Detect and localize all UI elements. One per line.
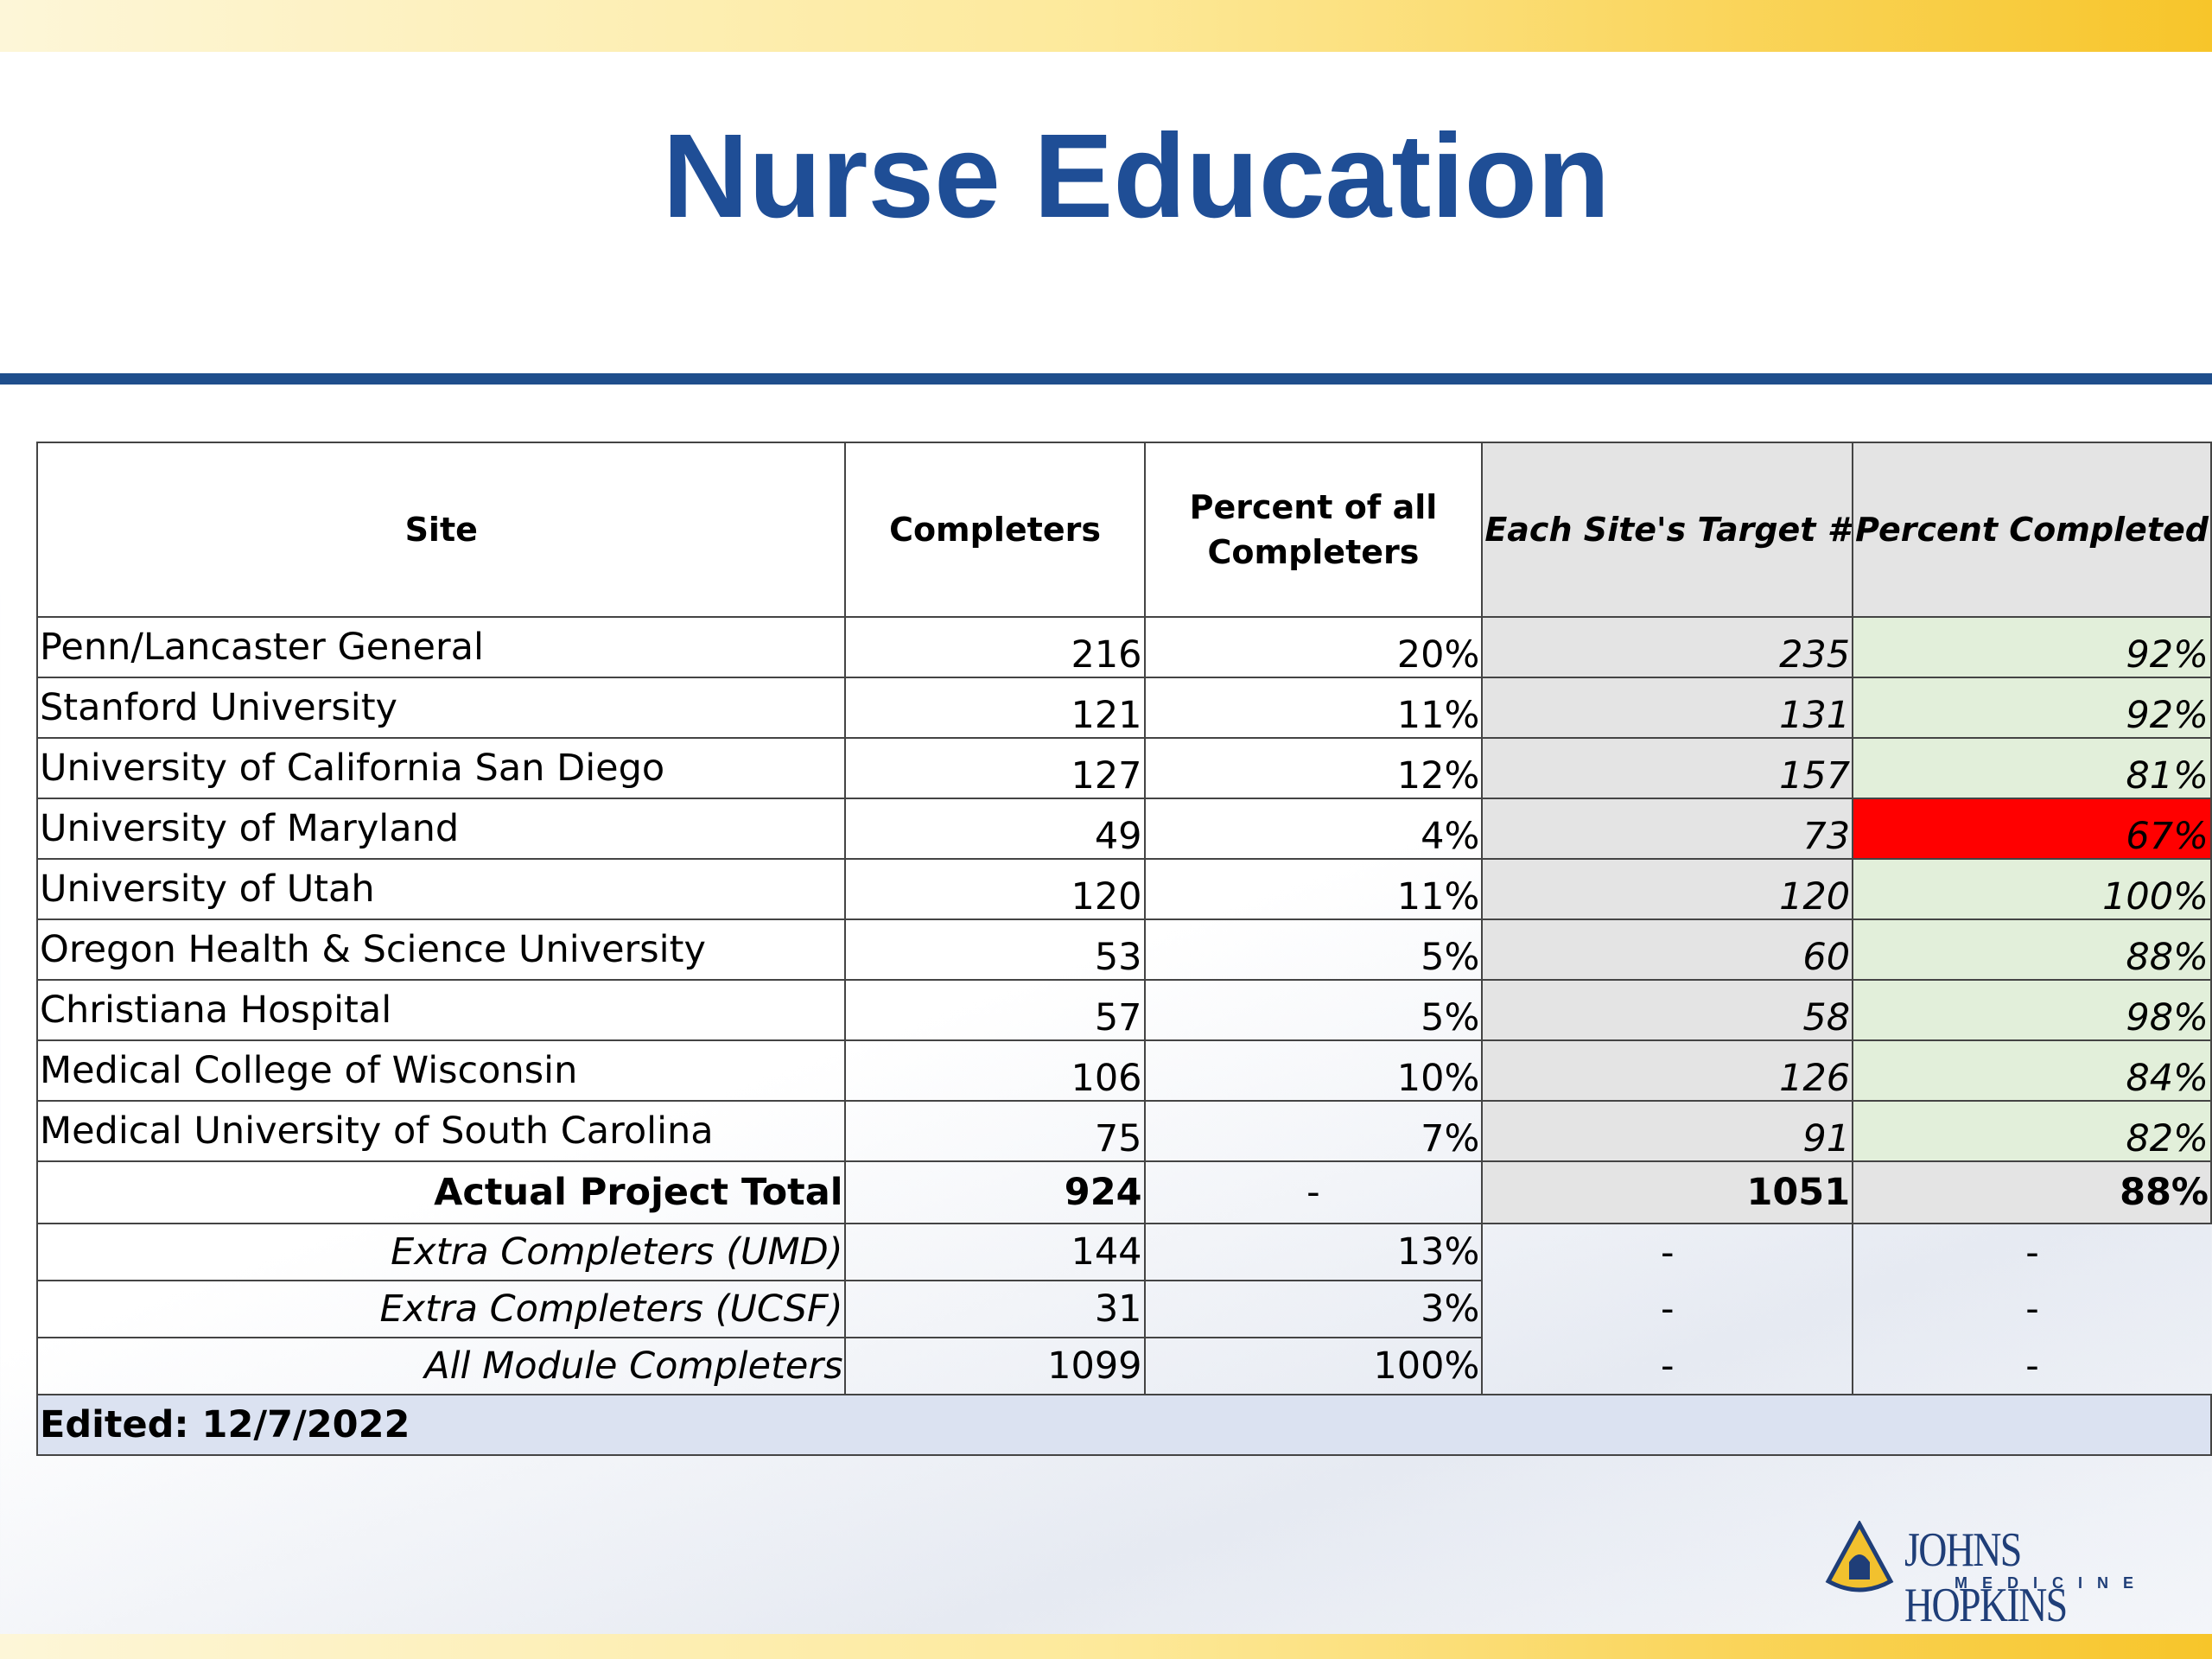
table-cell: 924	[844, 1160, 1146, 1224]
bottom-band	[0, 1634, 2212, 1659]
table-cell: 88%	[1852, 918, 2212, 981]
table-cell: 92%	[1852, 616, 2212, 678]
table-cell: University of California San Diego	[35, 737, 847, 799]
table-cell: 49	[844, 798, 1146, 860]
data-row: University of Utah 120 11% 120 100%	[35, 858, 2212, 920]
table-cell: 91	[1481, 1100, 1854, 1162]
table-cell: Percent of all Completers	[1143, 442, 1484, 618]
data-row: Medical University of South Carolina 75 7%…	[35, 1100, 2212, 1162]
table-cell: 10%	[1143, 1039, 1484, 1102]
table-cell: 88%	[1852, 1160, 2212, 1224]
table-cell: 3%	[1143, 1280, 1484, 1338]
footer-row: Edited: 12/7/2022	[36, 1394, 2212, 1456]
table-cell: 12%	[1143, 737, 1484, 799]
table-cell: Medical College of Wisconsin	[35, 1039, 847, 1102]
table-cell: Christiana Hospital	[35, 979, 847, 1041]
table-cell: 11%	[1143, 677, 1484, 739]
table-cell: Completers	[844, 442, 1146, 618]
table-cell: 31	[844, 1280, 1146, 1338]
data-row: Christiana Hospital 57 5% 58 98%	[35, 979, 2212, 1041]
table-cell: 157	[1481, 737, 1854, 799]
total-row: Actual Project Total 924-1051 88%	[35, 1160, 2212, 1224]
table-cell: 1051	[1481, 1160, 1854, 1224]
table-cell: 144	[844, 1223, 1146, 1281]
table-cell: -	[1852, 1281, 2211, 1338]
table-cell: Extra Completers (UCSF)	[35, 1280, 847, 1338]
table-cell: 13%	[1143, 1223, 1484, 1281]
table-cell: 53	[844, 918, 1146, 981]
data-row: Stanford University 121 11% 131 92%	[35, 677, 2212, 739]
table-cell: 131	[1481, 677, 1854, 739]
table-cell: -	[1143, 1160, 1484, 1224]
data-table: Site Completers Percent of all Completers E…	[35, 442, 2212, 1456]
data-row: University of Maryland 49 4% 73 67%	[35, 798, 2212, 860]
table-cell: 84%	[1852, 1039, 2212, 1102]
table-cell: 5%	[1143, 918, 1484, 981]
table-body: Site Completers Percent of all Completers E…	[35, 442, 2212, 1456]
table-cell: 67%	[1852, 798, 2212, 860]
extra-row: All Module Completers 1099 100% - -	[35, 1337, 2211, 1395]
table-cell: Each Site's Target #	[1481, 442, 1854, 618]
footer-cell: Edited: 12/7/2022	[36, 1394, 2212, 1456]
data-row: University of California San Diego 127 12%…	[35, 737, 2212, 799]
table-cell: -	[1852, 1224, 2211, 1281]
table-cell: 57	[844, 979, 1146, 1041]
shield-dome	[1849, 1554, 1870, 1580]
table-cell: All Module Completers	[35, 1337, 847, 1395]
table-cell: Oregon Health & Science University	[35, 918, 847, 981]
table-cell: 121	[844, 677, 1146, 739]
table-cell: 100%	[1143, 1337, 1484, 1395]
table-cell: 120	[844, 858, 1146, 920]
table-cell: 106	[844, 1039, 1146, 1102]
table-cell: 58	[1481, 979, 1854, 1041]
table-cell: -	[1852, 1338, 2211, 1395]
table-cell: Extra Completers (UMD)	[35, 1223, 847, 1281]
data-row: Oregon Health & Science University 53 5% 60…	[35, 918, 2212, 981]
table-cell: -	[1481, 1281, 1854, 1338]
table-cell: 73	[1481, 798, 1854, 860]
table-cell: 60	[1481, 918, 1854, 981]
extra-row: Extra Completers (UCSF) 31 3% - -	[35, 1280, 2211, 1338]
table-cell: University of Utah	[35, 858, 847, 920]
table-cell: 126	[1481, 1039, 1854, 1102]
logo-shield	[1825, 1521, 1894, 1592]
table-cell: Stanford University	[35, 677, 847, 739]
table-cell: 81%	[1852, 737, 2212, 799]
logo-name: JOHNS HOPKINS	[1904, 1523, 2068, 1632]
table-cell: 1099	[844, 1337, 1146, 1395]
top-band	[0, 0, 2212, 52]
table-cell: 7%	[1143, 1100, 1484, 1162]
table-cell: 75	[844, 1100, 1146, 1162]
table-cell: 20%	[1143, 616, 1484, 678]
table-cell: 216	[844, 616, 1146, 678]
table-cell: 4%	[1143, 798, 1484, 860]
table-cell: 98%	[1852, 979, 2212, 1041]
title-rule	[0, 373, 2212, 385]
table-cell: Site	[35, 442, 847, 618]
table-cell: Penn/Lancaster General	[35, 616, 847, 678]
table-cell: University of Maryland	[35, 798, 847, 860]
data-row: Medical College of Wisconsin 106 10% 126 84%	[35, 1039, 2212, 1102]
table-cell: Medical University of South Carolina	[35, 1100, 847, 1162]
table-cell: 11%	[1143, 858, 1484, 920]
table-cell: 127	[844, 737, 1146, 799]
header-row: Site Completers Percent of all Completers E…	[35, 442, 2212, 618]
table-cell: 5%	[1143, 979, 1484, 1041]
table-cell: 92%	[1852, 677, 2212, 739]
logo-sub: MEDICINE	[1955, 1574, 2149, 1592]
table-cell: Actual Project Total	[35, 1160, 847, 1224]
data-row: Penn/Lancaster General 216 20% 235 92%	[35, 616, 2212, 678]
slide-title: Nurse Education	[662, 110, 1611, 243]
table-cell: 120	[1481, 858, 1854, 920]
table-cell: Percent Completed	[1852, 442, 2212, 618]
table-cell: 100%	[1852, 858, 2212, 920]
table-cell: 82%	[1852, 1100, 2212, 1162]
table-cell: 235	[1481, 616, 1854, 678]
table-cell: -	[1481, 1224, 1854, 1281]
extra-row: Extra Completers (UMD) 144 13% - -	[35, 1223, 2211, 1281]
table-cell: -	[1481, 1338, 1854, 1395]
